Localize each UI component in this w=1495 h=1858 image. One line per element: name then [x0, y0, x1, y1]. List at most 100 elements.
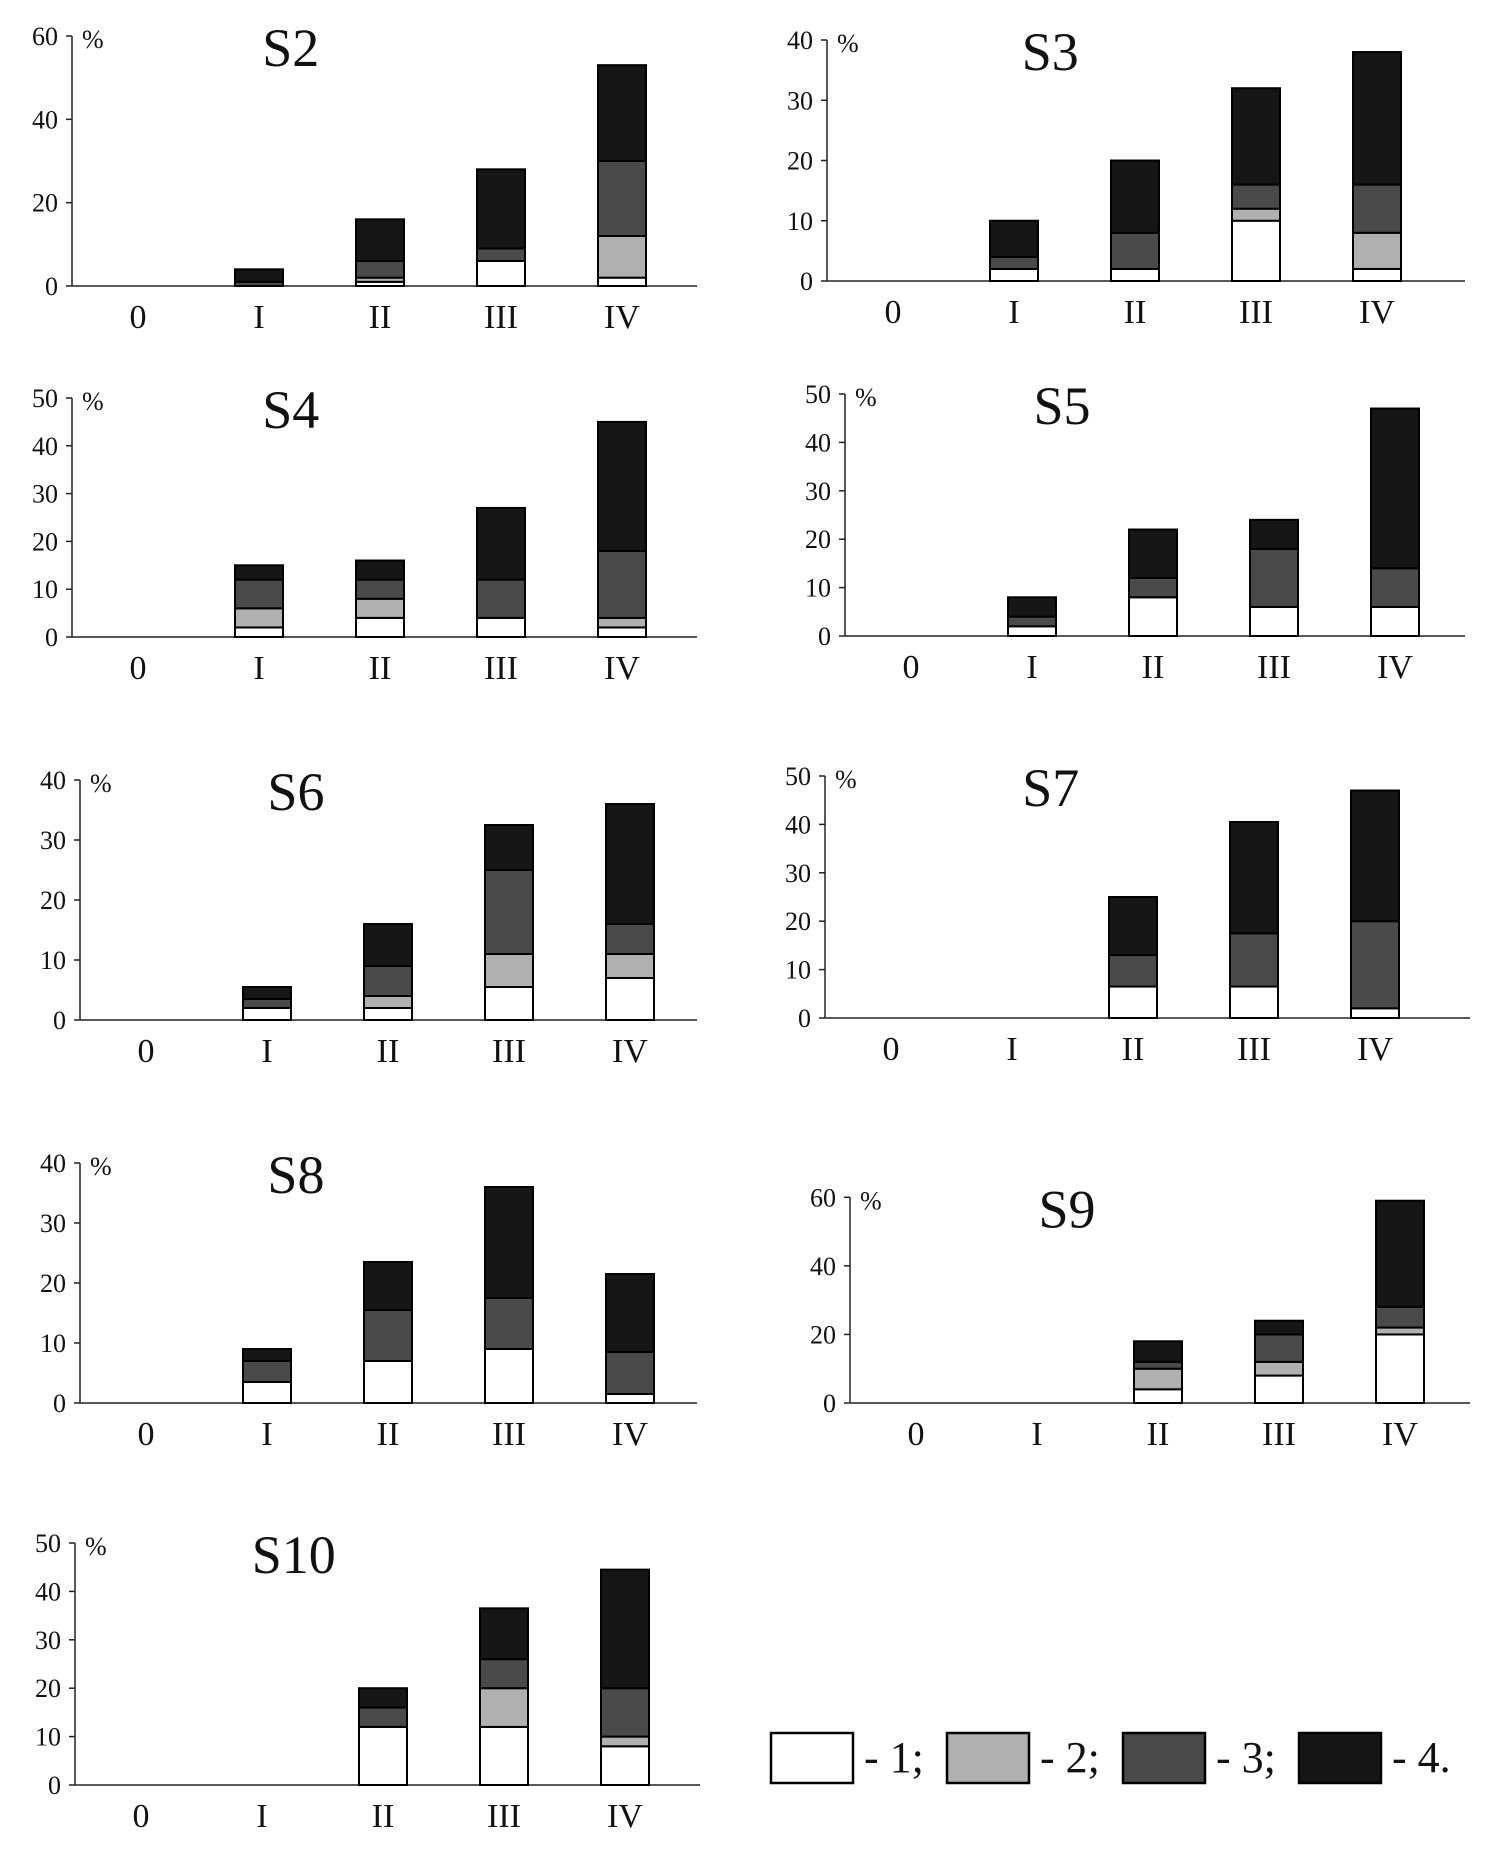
bar-segment-3 — [363, 1309, 413, 1362]
x-tick-label: III — [1262, 1416, 1296, 1453]
y-tick-label: 0 — [48, 1771, 61, 1800]
y-tick-label: 0 — [53, 1389, 66, 1418]
x-tick-label: II — [369, 650, 392, 687]
bar-segment-3 — [1370, 567, 1420, 608]
x-tick-label: 0 — [908, 1416, 925, 1453]
x-tick-label: I — [253, 299, 264, 336]
bar-segment-1 — [363, 1360, 413, 1404]
bar-segment-3 — [484, 1297, 534, 1350]
bar-segment-3 — [242, 1360, 292, 1383]
x-tick-label: 0 — [883, 1031, 900, 1068]
y-tick-label: 40 — [805, 428, 831, 457]
y-unit-label: % — [835, 765, 857, 794]
x-tick-label: II — [377, 1416, 400, 1453]
bar-segment-1 — [1350, 1007, 1400, 1020]
bar-segment-4 — [1007, 596, 1057, 618]
x-tick-label: IV — [1357, 1031, 1393, 1068]
chart-title: S2 — [262, 18, 319, 78]
legend-label: - 3; — [1216, 1733, 1276, 1782]
bar-segment-4 — [597, 64, 647, 162]
y-tick-label: 30 — [785, 859, 811, 888]
bar-segment-1 — [1128, 596, 1178, 638]
y-tick-label: 30 — [35, 1626, 61, 1655]
y-tick-label: 40 — [32, 432, 58, 461]
bar-segment-3 — [1007, 615, 1057, 628]
x-tick-label: IV — [1359, 294, 1395, 331]
y-tick-label: 10 — [40, 946, 66, 975]
bar-segment-2 — [479, 1687, 529, 1728]
legend-item-4: - 4. — [1297, 1731, 1451, 1785]
bar-segment-2 — [1375, 1326, 1425, 1336]
bar-segment-3 — [479, 1658, 529, 1690]
bar-segment-1 — [1370, 605, 1420, 638]
y-tick-label: 10 — [40, 1329, 66, 1358]
bar-segment-4 — [989, 219, 1039, 258]
bar-segment-2 — [363, 995, 413, 1009]
x-tick-label: 0 — [138, 1033, 155, 1070]
y-tick-label: 60 — [810, 1183, 836, 1212]
x-tick-label: III — [1237, 1031, 1271, 1068]
x-tick-label: 0 — [130, 299, 147, 336]
y-tick-label: 0 — [823, 1389, 836, 1418]
bar-segment-3 — [605, 1351, 655, 1395]
x-tick-label: I — [1006, 1031, 1017, 1068]
x-tick-label: IV — [1382, 1416, 1418, 1453]
y-tick-label: 0 — [45, 623, 58, 652]
bar-segment-3 — [989, 255, 1039, 270]
bar-segment-4 — [242, 1348, 292, 1362]
x-tick-label: II — [1147, 1416, 1170, 1453]
bar-segment-1 — [605, 1393, 655, 1404]
legend: - 1; - 2; - 3; - 4. — [769, 1731, 1451, 1785]
bar-segment-3 — [355, 578, 405, 600]
x-tick-label: 0 — [133, 1798, 150, 1835]
bar-segment-4 — [605, 803, 655, 925]
bar-segment-3 — [1231, 183, 1281, 210]
bar-segment-3 — [1133, 1360, 1183, 1370]
x-tick-label: IV — [612, 1416, 648, 1453]
bar-segment-3 — [1375, 1306, 1425, 1329]
legend-swatch — [945, 1731, 1031, 1785]
y-tick-label: 20 — [35, 1674, 61, 1703]
x-tick-label: I — [1031, 1416, 1042, 1453]
x-tick-label: IV — [612, 1033, 648, 1070]
bar-segment-3 — [605, 923, 655, 955]
bar-segment-1 — [1007, 625, 1057, 638]
y-unit-label: % — [82, 387, 104, 416]
y-tick-label: 50 — [785, 762, 811, 791]
bar-segment-1 — [355, 616, 405, 639]
bar-segment-4 — [484, 1186, 534, 1299]
bar-segment-3 — [242, 998, 292, 1009]
bar-segment-4 — [1229, 820, 1279, 935]
bar-segment-1 — [484, 986, 534, 1021]
bar-segment-3 — [1254, 1333, 1304, 1363]
y-tick-label: 10 — [35, 1723, 61, 1752]
x-tick-label: I — [1008, 294, 1019, 331]
bar-segment-4 — [476, 506, 526, 581]
x-tick-label: I — [261, 1033, 272, 1070]
bar-segment-4 — [234, 268, 284, 283]
bar-segment-4 — [1108, 896, 1158, 957]
bar-segment-4 — [1133, 1340, 1183, 1363]
x-tick-label: III — [1239, 294, 1273, 331]
x-tick-label: III — [492, 1416, 526, 1453]
legend-item-2: - 2; — [945, 1731, 1100, 1785]
bar-segment-4 — [1128, 528, 1178, 579]
bar-segment-4 — [234, 564, 284, 581]
y-unit-label: % — [90, 1152, 112, 1181]
bar-segment-3 — [1229, 932, 1279, 988]
x-tick-label: III — [1257, 649, 1291, 686]
x-tick-label: III — [492, 1033, 526, 1070]
y-tick-label: 50 — [35, 1529, 61, 1558]
bar-segment-3 — [1350, 920, 1400, 1010]
bar-segment-3 — [597, 160, 647, 237]
bar-segment-1 — [1110, 267, 1160, 283]
y-tick-label: 10 — [805, 574, 831, 603]
bar-segment-4 — [1110, 159, 1160, 234]
